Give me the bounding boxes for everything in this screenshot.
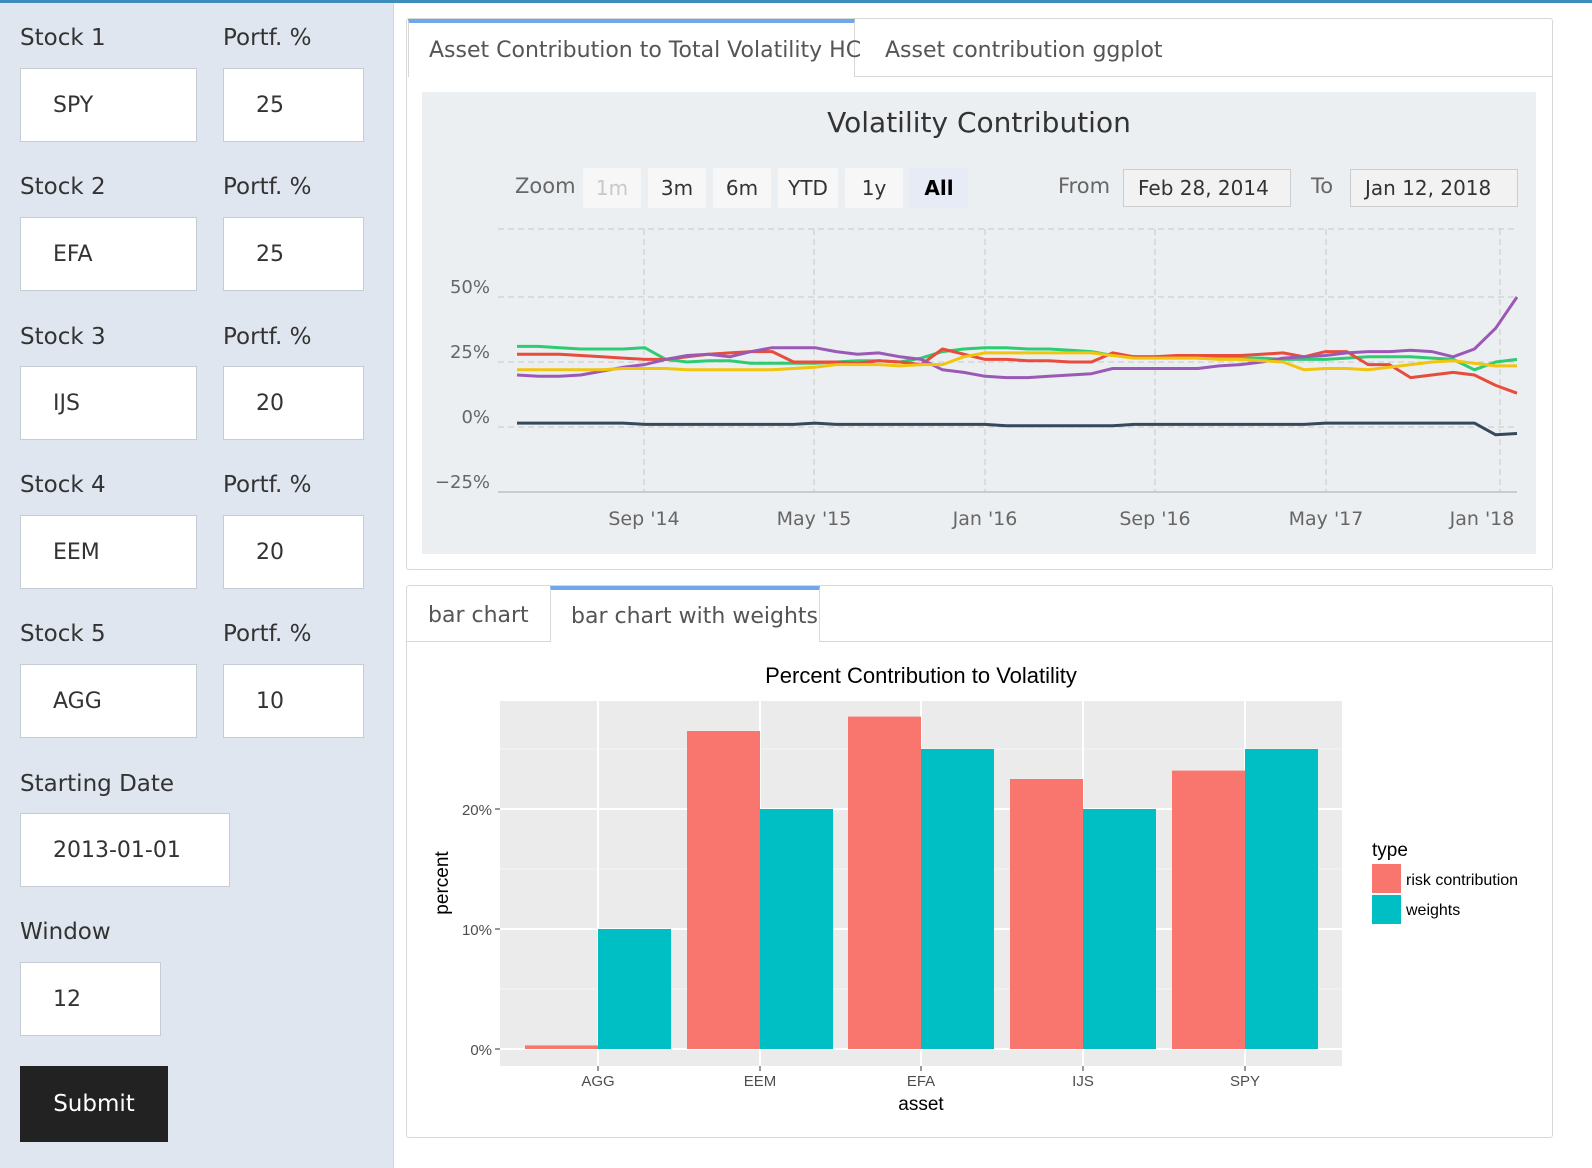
hc-xtick-may17: May '17 [1289,508,1364,530]
zoom-6m-button[interactable]: 6m [713,168,771,208]
gg-ytick-0: 0% [470,1042,492,1059]
gg-bar-efa-risk [848,716,921,1049]
stock-5-label: Stock 5 [20,621,106,647]
gg-y-axis-title: percent [432,851,453,915]
gg-bar-eem-risk [687,731,760,1049]
stock-5-weight-label: Portf. % [223,621,312,647]
tab-bar-chart[interactable]: bar chart [428,603,529,628]
hc-xtick-sep14: Sep '14 [608,508,679,530]
stock-4-weight-input[interactable] [223,515,364,589]
hc-ytick-neg25: −25% [435,472,490,493]
stock-1-input[interactable] [20,68,197,142]
gg-bars-group [525,716,1318,1049]
gg-legend-key-weights [1372,895,1401,924]
from-label: From [1058,174,1111,198]
highchart-title: Volatility Contribution [827,106,1131,139]
stock-2-label: Stock 2 [20,174,106,200]
gg-bar-agg-risk [525,1045,598,1049]
tab-asset-contribution-hc[interactable]: Asset Contribution to Total Volatility H… [408,19,861,77]
gg-title: Percent Contribution to Volatility [765,663,1077,688]
stock-1-weight-input[interactable] [223,68,364,142]
gg-xtick-efa: EFA [907,1073,935,1090]
hc-xtick-sep16: Sep '16 [1119,508,1190,530]
stock-3-weight-label: Portf. % [223,324,312,350]
hc-x-tick-labels: Sep '14 May '15 Jan '16 Sep '16 May '17 … [608,508,1514,530]
gg-bar-ijs-risk [1010,779,1083,1049]
stock-3-weight-input[interactable] [223,366,364,440]
window-input[interactable] [20,962,161,1036]
gg-xtick-ijs: IJS [1072,1073,1094,1090]
hc-ytick-0: 0% [461,407,490,428]
stock-1-weight-label: Portf. % [223,25,312,51]
hc-y-tick-labels: 50% 25% 0% −25% [435,277,490,493]
gg-legend-key-risk [1372,864,1401,893]
zoom-1m-button[interactable]: 1m [583,168,641,208]
gg-bar-agg-weights [598,929,671,1049]
gg-legend-label-risk: risk contribution [1406,872,1518,889]
gg-xtick-spy: SPY [1230,1073,1260,1090]
hc-xtick-jan16: Jan '16 [952,508,1018,530]
zoom-ytd-button[interactable]: YTD [778,168,838,208]
stock-4-label: Stock 4 [20,472,106,498]
starting-date-label: Starting Date [20,771,175,797]
hc-series-line-1[interactable] [517,344,1518,372]
gg-legend: type risk contribution weights [1372,840,1518,924]
zoom-1y-button[interactable]: 1y [845,168,903,208]
gg-x-axis: AGG EEM EFA IJS SPY asset [581,1066,1260,1115]
stock-4-input[interactable] [20,515,197,589]
tab-divider-left [407,641,550,642]
zoom-label: Zoom [515,174,576,198]
tab-bar-chart-with-weights[interactable]: bar chart with weights [550,586,820,642]
submit-button[interactable]: Submit [20,1066,168,1142]
hc-series-group [516,296,1519,437]
stock-1-label: Stock 1 [20,25,106,51]
gg-legend-title: type [1372,840,1408,861]
tab-asset-contribution-ggplot[interactable]: Asset contribution ggplot [885,37,1163,63]
sidebar: Stock 1 Portf. % Stock 2 Portf. % Stock … [0,3,394,1168]
hc-xtick-jan18: Jan '18 [1449,508,1515,530]
volatility-highchart: Volatility Contribution Zoom 1m 3m 6m YT… [422,92,1536,554]
hc-ytick-50: 50% [450,277,490,298]
gg-bar-eem-weights [760,809,833,1049]
ggplot-bar-chart: Percent Contribution to Volatility 0% 10… [432,663,1518,1115]
hc-series-line-4[interactable] [517,351,1517,372]
stock-2-input[interactable] [20,217,197,291]
top-accent-line [0,0,1592,3]
stock-5-input[interactable] [20,664,197,738]
stock-3-label: Stock 3 [20,324,106,350]
gg-bar-spy-weights [1245,749,1318,1049]
starting-date-input[interactable] [20,813,230,887]
gg-bar-ijs-weights [1083,809,1156,1049]
gg-bar-efa-weights [921,749,994,1049]
hc-series-line-3[interactable] [516,296,1519,380]
tab-divider [855,76,1552,77]
gg-xtick-agg: AGG [581,1073,614,1090]
stock-2-weight-input[interactable] [223,217,364,291]
stock-2-weight-label: Portf. % [223,174,312,200]
gg-bar-spy-risk [1172,770,1245,1049]
gg-legend-label-weights: weights [1405,902,1460,919]
stock-3-input[interactable] [20,366,197,440]
gg-x-axis-title: asset [898,1094,944,1115]
tab-divider-right [820,641,1552,642]
stock-4-weight-label: Portf. % [223,472,312,498]
window-label: Window [20,919,111,945]
to-date-input[interactable]: Jan 12, 2018 [1350,169,1518,207]
to-label: To [1311,174,1334,198]
from-date-input[interactable]: Feb 28, 2014 [1123,169,1291,207]
gg-xtick-eem: EEM [744,1073,777,1090]
gg-ytick-20: 20% [462,802,492,819]
gg-y-axis: 0% 10% 20% percent [432,802,500,1059]
hc-ytick-25: 25% [450,342,490,363]
zoom-3m-button[interactable]: 3m [648,168,706,208]
zoom-all-button[interactable]: All [910,168,968,208]
hc-series-line-5[interactable] [517,421,1518,437]
hc-xtick-may15: May '15 [777,508,852,530]
highchart-plot: 50% 25% 0% −25% Sep '14 May '15 Jan '16 … [435,228,1519,530]
gg-ytick-10: 10% [462,922,492,939]
stock-5-weight-input[interactable] [223,664,364,738]
